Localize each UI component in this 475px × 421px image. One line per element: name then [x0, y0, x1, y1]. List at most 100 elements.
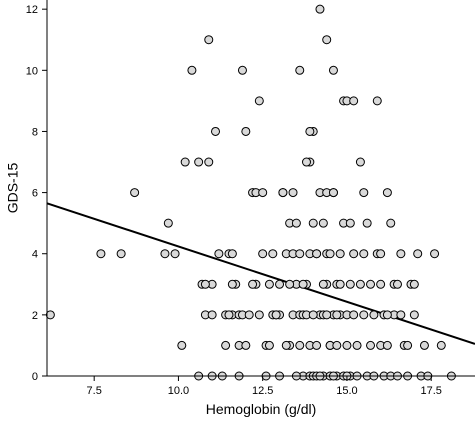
data-point — [200, 279, 210, 289]
data-point — [366, 340, 376, 350]
data-point — [318, 218, 328, 228]
data-point — [170, 249, 180, 259]
data-point — [295, 340, 305, 350]
data-point — [335, 279, 345, 289]
y-tick-label: 10 — [26, 65, 38, 77]
data-point — [382, 340, 392, 350]
data-point — [382, 310, 392, 320]
data-point — [237, 65, 247, 75]
data-point — [204, 157, 214, 167]
data-point — [211, 126, 221, 136]
x-tick-label: 12.5 — [252, 385, 273, 397]
y-tick-label: 6 — [32, 188, 38, 200]
data-point — [352, 340, 362, 350]
y-tick-label: 4 — [32, 249, 38, 261]
fit-line-layer — [46, 202, 475, 345]
y-tick-label: 2 — [32, 310, 38, 322]
data-point — [372, 96, 382, 106]
data-point — [248, 279, 258, 289]
data-point — [396, 249, 406, 259]
data-point — [187, 65, 197, 75]
data-point — [332, 310, 342, 320]
data-point — [335, 249, 345, 259]
data-point — [342, 340, 352, 350]
data-point — [96, 249, 106, 259]
data-point — [409, 279, 419, 289]
data-point — [45, 310, 55, 320]
data-point — [413, 249, 423, 259]
data-point — [386, 218, 396, 228]
data-point — [315, 4, 325, 14]
data-point — [264, 340, 274, 350]
data-point — [254, 96, 264, 106]
data-point — [254, 310, 264, 320]
data-point — [241, 340, 251, 350]
data-point — [345, 279, 355, 289]
data-point — [349, 310, 359, 320]
x-tick-label: 10.0 — [168, 385, 189, 397]
regression-line — [46, 202, 475, 345]
y-tick-label: 12 — [26, 4, 38, 16]
data-point — [295, 249, 305, 259]
data-point — [345, 218, 355, 228]
data-point — [355, 279, 365, 289]
data-point — [349, 249, 359, 259]
axes-layer — [46, 0, 475, 377]
data-point — [214, 249, 224, 259]
data-point — [366, 279, 376, 289]
data-point — [116, 249, 126, 259]
data-point — [436, 340, 446, 350]
x-tick-label: 15.0 — [336, 385, 357, 397]
data-point — [221, 340, 231, 350]
data-point — [281, 340, 291, 350]
data-point — [258, 249, 268, 259]
data-point — [312, 249, 322, 259]
data-point — [328, 188, 338, 198]
data-point — [264, 279, 274, 289]
data-point — [160, 249, 170, 259]
data-point — [130, 188, 140, 198]
data-point — [349, 96, 359, 106]
data-point — [224, 310, 234, 320]
data-point — [278, 188, 288, 198]
data-point — [403, 340, 413, 350]
x-tick-label: 17.5 — [420, 385, 441, 397]
data-point — [305, 126, 315, 136]
data-point — [163, 218, 173, 228]
data-point — [325, 249, 335, 259]
y-tick-label: 0 — [32, 371, 38, 383]
data-point — [268, 249, 278, 259]
data-point — [392, 279, 402, 289]
data-point — [285, 279, 295, 289]
data-point — [396, 310, 406, 320]
data-point — [376, 249, 386, 259]
data-point — [430, 249, 440, 259]
data-point — [419, 340, 429, 350]
y-tick-label: 8 — [32, 126, 38, 138]
data-point — [359, 188, 369, 198]
data-point — [318, 279, 328, 289]
data-point — [244, 310, 254, 320]
data-point — [258, 188, 268, 198]
data-point — [275, 279, 285, 289]
y-axis-title: GDS-15 — [5, 163, 21, 214]
data-point — [308, 310, 318, 320]
data-point — [359, 249, 369, 259]
data-point — [291, 218, 301, 228]
data-point — [362, 218, 372, 228]
data-point — [312, 340, 322, 350]
data-point — [369, 310, 379, 320]
data-point — [177, 340, 187, 350]
data-point — [271, 310, 281, 320]
data-point — [204, 35, 214, 45]
data-point — [301, 157, 311, 167]
data-point — [332, 340, 342, 350]
data-point — [180, 157, 190, 167]
data-point — [295, 65, 305, 75]
data-point — [288, 188, 298, 198]
data-point — [359, 310, 369, 320]
data-point — [308, 218, 318, 228]
data-point — [328, 65, 338, 75]
data-point — [194, 157, 204, 167]
